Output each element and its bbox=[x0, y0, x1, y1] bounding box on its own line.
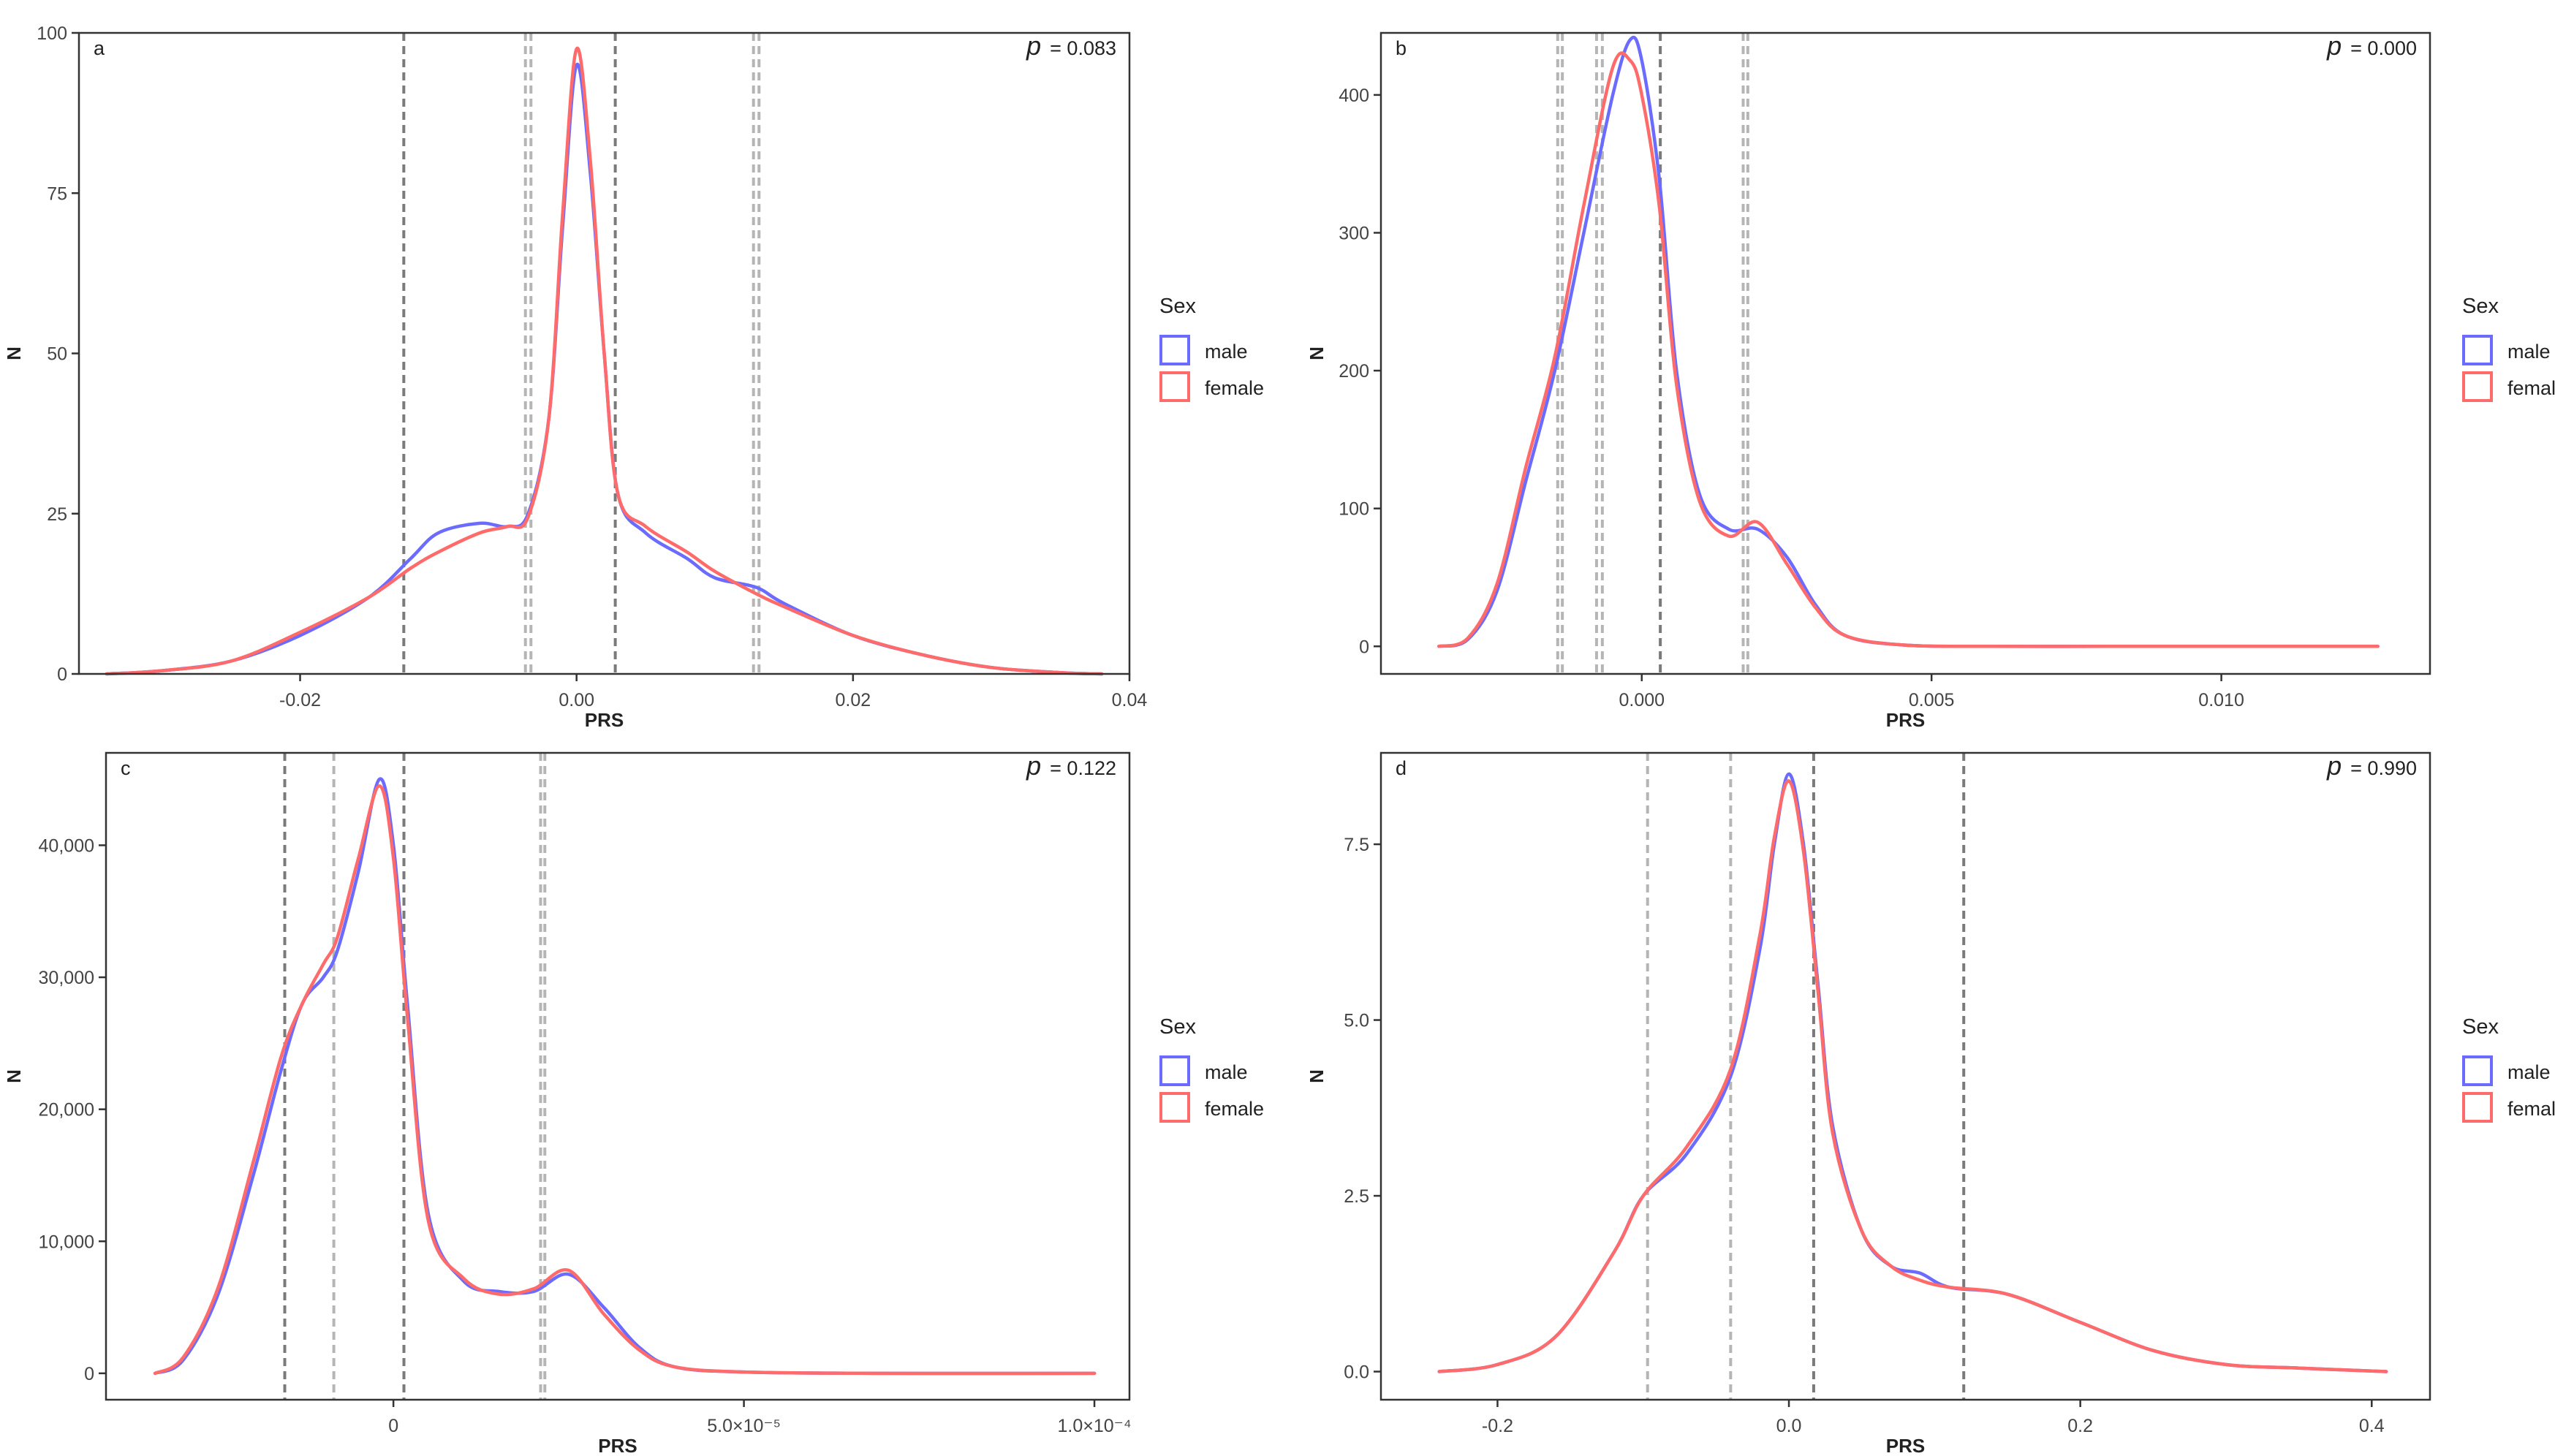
legend-key-female bbox=[1159, 371, 1190, 402]
p-value-text: = 0.122 bbox=[1050, 757, 1116, 779]
y-axis-title: N bbox=[3, 1069, 25, 1083]
panel-letter: a bbox=[94, 37, 105, 59]
series-female bbox=[105, 46, 1104, 676]
y-tick-label: 40,000 bbox=[39, 835, 94, 856]
y-tick-label: 2.5 bbox=[1344, 1186, 1369, 1207]
y-tick-label: 7.5 bbox=[1344, 835, 1369, 855]
panel-letter: b bbox=[1396, 37, 1407, 59]
legend-title: Sex bbox=[1159, 1015, 1196, 1039]
legend-title: Sex bbox=[2462, 1015, 2499, 1039]
legend-key-male bbox=[1159, 335, 1190, 365]
y-tick-label: 0.0 bbox=[1344, 1362, 1369, 1383]
x-tick-label: 0.2 bbox=[2067, 1416, 2093, 1436]
y-tick-label: 5.0 bbox=[1344, 1011, 1369, 1031]
legend: Sex male female bbox=[1159, 295, 1264, 402]
y-tick-label: 75 bbox=[47, 183, 67, 204]
legend-key-male bbox=[2462, 335, 2493, 365]
y-tick-label: 0 bbox=[84, 1364, 94, 1384]
series-female bbox=[153, 784, 1097, 1376]
y-tick-label: 10,000 bbox=[39, 1232, 94, 1252]
plot-area bbox=[1381, 33, 2430, 674]
x-axis-title: PRS bbox=[1886, 1435, 1925, 1456]
y-tick-label: 50 bbox=[47, 344, 67, 365]
y-axis-title: N bbox=[1306, 1069, 1328, 1083]
y-tick-label: 30,000 bbox=[39, 968, 94, 988]
x-tick-label: 1.0×10⁻⁴ bbox=[1058, 1416, 1132, 1436]
series-female bbox=[1437, 779, 2388, 1373]
x-tick-label: 0.02 bbox=[836, 690, 871, 710]
x-tick-label: 0.010 bbox=[2198, 690, 2244, 710]
x-axis-title: PRS bbox=[1886, 709, 1925, 731]
y-tick-label: 300 bbox=[1339, 223, 1369, 243]
plot-frame bbox=[1379, 31, 2431, 675]
legend-label-female: female bbox=[2507, 1098, 2555, 1120]
plot-area bbox=[1381, 753, 2430, 1400]
x-tick-label: -0.02 bbox=[279, 690, 321, 710]
panel-b: 0.000 0.005 0.010 0 100 200 300 400 PRS Nb = 0.000… bbox=[1306, 31, 2555, 731]
x-tick-label: 5.0×10⁻⁵ bbox=[707, 1416, 781, 1436]
legend-key-male bbox=[2462, 1055, 2493, 1086]
y-tick-label: 0 bbox=[1359, 637, 1369, 657]
y-axis-title: N bbox=[3, 346, 25, 360]
p-value-label: p bbox=[2326, 751, 2342, 781]
panel-letter: c bbox=[121, 757, 131, 779]
legend-label-female: female bbox=[2507, 377, 2555, 399]
x-axis-title: PRS bbox=[585, 709, 624, 731]
legend-label-male: male bbox=[1205, 341, 1248, 363]
legend-title: Sex bbox=[2462, 295, 2499, 318]
y-tick-label: 400 bbox=[1339, 86, 1369, 106]
x-axis-title: PRS bbox=[598, 1435, 637, 1456]
legend-label-female: female bbox=[1205, 1098, 1264, 1120]
p-value-label: p bbox=[1026, 31, 1041, 61]
x-tick-label: 0.04 bbox=[1112, 690, 1148, 710]
legend-key-male bbox=[1159, 1055, 1190, 1086]
x-tick-label: -0.2 bbox=[1482, 1416, 1513, 1436]
p-value-text: = 0.000 bbox=[2350, 37, 2417, 59]
x-tick-label: 0.005 bbox=[1909, 690, 1955, 710]
y-tick-label: 20,000 bbox=[39, 1100, 94, 1121]
p-value-label: p bbox=[1026, 751, 1041, 781]
x-tick-label: 0.4 bbox=[2359, 1416, 2385, 1436]
p-value-label: p bbox=[2326, 31, 2342, 61]
y-tick-label: 200 bbox=[1339, 361, 1369, 382]
y-tick-label: 0 bbox=[57, 664, 67, 685]
series-female bbox=[1437, 51, 2380, 648]
panel-letter: d bbox=[1396, 757, 1407, 779]
y-tick-label: 25 bbox=[47, 504, 67, 525]
plot-area bbox=[106, 753, 1129, 1400]
x-tick-label: 0.0 bbox=[1776, 1416, 1802, 1436]
y-tick-label: 100 bbox=[1339, 499, 1369, 520]
plot-frame bbox=[105, 751, 1131, 1401]
legend-key-female bbox=[2462, 371, 2493, 402]
legend-label-male: male bbox=[1205, 1061, 1248, 1083]
x-tick-label: 0.00 bbox=[559, 690, 594, 710]
legend-key-female bbox=[2462, 1092, 2493, 1123]
legend: Sex male female bbox=[2462, 295, 2555, 402]
y-axis-title: N bbox=[1306, 346, 1328, 360]
y-tick-label: 100 bbox=[37, 23, 67, 44]
panel-d: -0.2 0.0 0.2 0.4 0.0 2.5 5.0 7.5 PRS Nd = 0.990 p Se… bbox=[1306, 751, 2555, 1456]
p-value-text: = 0.990 bbox=[2350, 757, 2417, 779]
plot-frame bbox=[1379, 751, 2431, 1401]
x-tick-label: 0 bbox=[388, 1416, 398, 1436]
legend-title: Sex bbox=[1159, 295, 1196, 318]
legend-label-male: male bbox=[2507, 1061, 2551, 1083]
legend-label-female: female bbox=[1205, 377, 1264, 399]
p-value-text: = 0.083 bbox=[1050, 37, 1116, 59]
legend-label-male: male bbox=[2507, 341, 2551, 363]
legend-key-female bbox=[1159, 1092, 1190, 1123]
panel-a: -0.02 0.00 0.02 0.04 0 25 50 75 100 PRS Na = 0.083 p… bbox=[3, 23, 1264, 731]
panel-c: 0 5.0×10⁻⁵ 1.0×10⁻⁴ 0 10,000 20,000 30,000 40,0… bbox=[3, 751, 1264, 1456]
x-tick-label: 0.000 bbox=[1619, 690, 1665, 710]
